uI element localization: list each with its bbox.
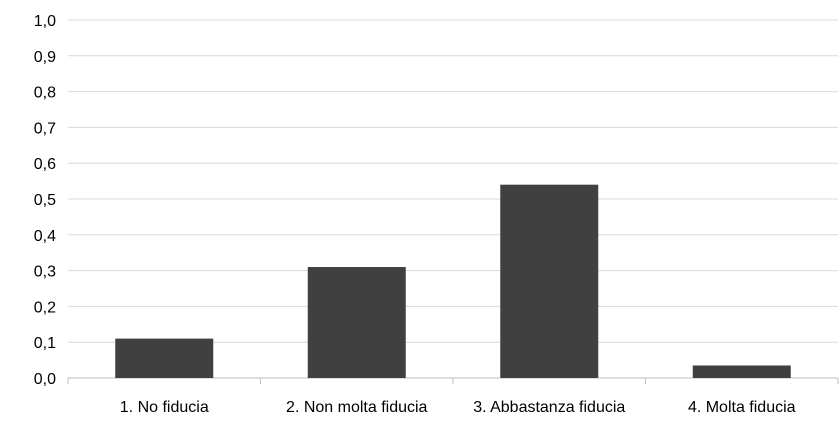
- bar: [692, 365, 791, 378]
- y-tick-label: 0,3: [34, 264, 56, 281]
- y-tick-label: 0,7: [34, 120, 56, 137]
- y-tick-label: 0,1: [34, 335, 56, 352]
- bars: [115, 184, 791, 378]
- y-tick-labels: 0,0 0,1 0,2 0,3 0,4 0,5 0,6 0,7 0,8 0,9 1,0: [34, 13, 56, 388]
- y-tick-label: 0,9: [34, 49, 56, 66]
- bar: [307, 267, 406, 378]
- axes: [67, 377, 839, 384]
- category-label: 2. Non molta fiducia: [286, 399, 428, 416]
- y-tick-label: 0,6: [34, 156, 56, 173]
- y-tick-label: 0,8: [34, 85, 56, 102]
- category-label: 3. Abbastanza fiducia: [473, 399, 625, 416]
- y-tick-label: 0,2: [34, 299, 56, 316]
- category-label: 1. No fiducia: [120, 399, 209, 416]
- bar: [115, 338, 214, 378]
- category-label: 4. Molta fiducia: [688, 399, 796, 416]
- y-tick-label: 1,0: [34, 13, 56, 30]
- y-tick-label: 0,5: [34, 192, 56, 209]
- bar: [500, 184, 599, 378]
- gridlines: [68, 19, 838, 343]
- y-tick-label: 0,0: [34, 371, 56, 388]
- category-labels: 1. No fiducia 2. Non molta fiducia 3. Abba…: [120, 399, 796, 416]
- y-tick-label: 0,4: [34, 228, 56, 245]
